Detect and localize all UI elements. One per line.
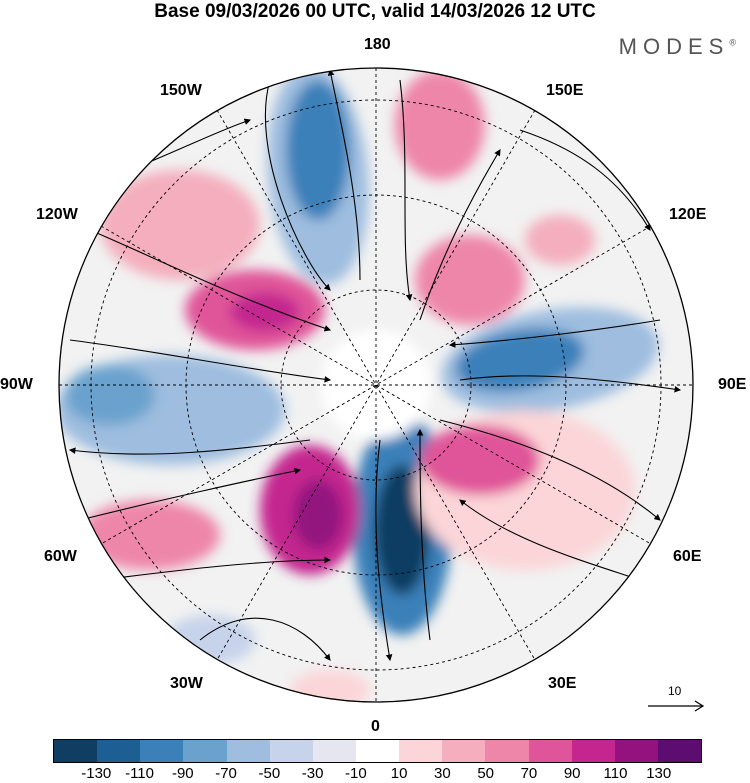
anomaly-pink-120w: [100, 170, 260, 280]
colorbar-tick-label: -10: [345, 765, 367, 782]
anomaly-pink-45w-core: [293, 480, 343, 550]
anomaly-blue-40w: [165, 615, 255, 665]
reference-vector-label: 10: [668, 684, 682, 698]
anomaly-blue-150w-core: [286, 80, 350, 220]
brand-text: MODES: [618, 34, 730, 59]
lon-label-90w: 90W: [0, 376, 33, 393]
anomaly-blue-90w-core: [65, 365, 155, 425]
streamline: [327, 68, 361, 281]
lon-label-90e: 90E: [718, 376, 747, 393]
anomaly-pink-70e: [420, 425, 540, 495]
streamline: [519, 129, 651, 231]
colorbar-segment: [54, 740, 98, 762]
reference-vector-arrow: [648, 700, 705, 712]
colorbar-segment: [355, 740, 400, 762]
colorbar: [53, 739, 702, 763]
colorbar-segment: [571, 740, 615, 762]
colorbar-tick-label: 70: [520, 765, 538, 782]
lon-label-150w: 150W: [160, 82, 202, 99]
streamline: [68, 439, 311, 455]
colorbar-segment: [657, 740, 702, 762]
colorbar-tick-label: 30: [434, 765, 451, 782]
registered-mark: ®: [729, 37, 736, 48]
streamline: [459, 499, 641, 581]
modes-logo: MODES®: [619, 34, 736, 60]
streamline: [89, 229, 332, 332]
anomaly-pink-70w: [80, 500, 220, 570]
lon-label-30w: 30W: [170, 675, 203, 692]
lon-label-60e: 60E: [673, 548, 702, 565]
streamline: [199, 617, 331, 661]
colorbar-tick-label: 90: [563, 765, 581, 782]
colorbar-tick-label: 130: [646, 765, 672, 782]
map-border: [58, 67, 694, 703]
colorbar-segment: [226, 740, 270, 762]
streamline: [375, 439, 393, 662]
chart-title: Base 09/03/2026 00 UTC, valid 14/03/2026…: [154, 1, 596, 22]
meridian: [216, 109, 536, 661]
colorbar-tick-label: -110: [125, 765, 154, 782]
colorbar-tick-label: 50: [477, 765, 494, 782]
anomaly-pink-170e: [395, 70, 485, 180]
meridian: [216, 109, 536, 661]
colorbar-segment: [97, 740, 141, 762]
colorbar-ticks: -130 -110 -90 -70 -50 -30 -10 10 30 50 70 90 110 130: [0, 765, 750, 783]
meridian: [100, 225, 652, 545]
anomaly-pink-110w-core: [230, 292, 300, 332]
anomaly-pink-150e: [415, 235, 525, 325]
colorbar-tick-label: 10: [390, 765, 408, 782]
streamline: [416, 428, 431, 641]
colorbar-segment: [528, 740, 572, 762]
lon-label-150e: 150E: [546, 82, 584, 99]
colorbar-segment: [269, 740, 313, 762]
colorbar-tick-label: -130: [81, 765, 112, 782]
colorbar-tick-label: -90: [171, 765, 194, 782]
colorbar-segment: [140, 740, 184, 762]
colorbar-tick-label: -30: [301, 765, 324, 782]
lon-label-30e: 30E: [548, 675, 577, 692]
anomaly-pink-20w: [290, 670, 370, 702]
colorbar-segment: [614, 740, 658, 762]
colorbar-segment: [442, 740, 486, 762]
streamline: [69, 339, 332, 383]
lon-label-120e: 120E: [669, 206, 707, 223]
streamline: [439, 419, 661, 521]
colorbar-segment: [183, 740, 227, 762]
colorbar-tick-label: -70: [215, 765, 237, 782]
anomaly-blue-90e-core: [455, 328, 585, 392]
colorbar-tick-label: -50: [258, 765, 281, 782]
streamline: [264, 79, 331, 291]
meridian: [100, 225, 652, 545]
lon-label-0: 0: [371, 718, 380, 735]
streamline: [419, 149, 501, 321]
colorbar-segment: [485, 740, 529, 762]
colorbar-segment: [312, 740, 356, 762]
anomaly-pink-120e: [525, 215, 595, 265]
pole-neutral: [321, 330, 431, 440]
lon-label-120w: 120W: [36, 206, 78, 223]
colorbar-segment: [399, 740, 443, 762]
colorbar-tick-label: 110: [603, 765, 628, 782]
lon-label-180: 180: [364, 36, 391, 53]
streamline: [459, 375, 682, 393]
streamline: [79, 467, 302, 521]
lon-label-60w: 60W: [44, 548, 77, 565]
